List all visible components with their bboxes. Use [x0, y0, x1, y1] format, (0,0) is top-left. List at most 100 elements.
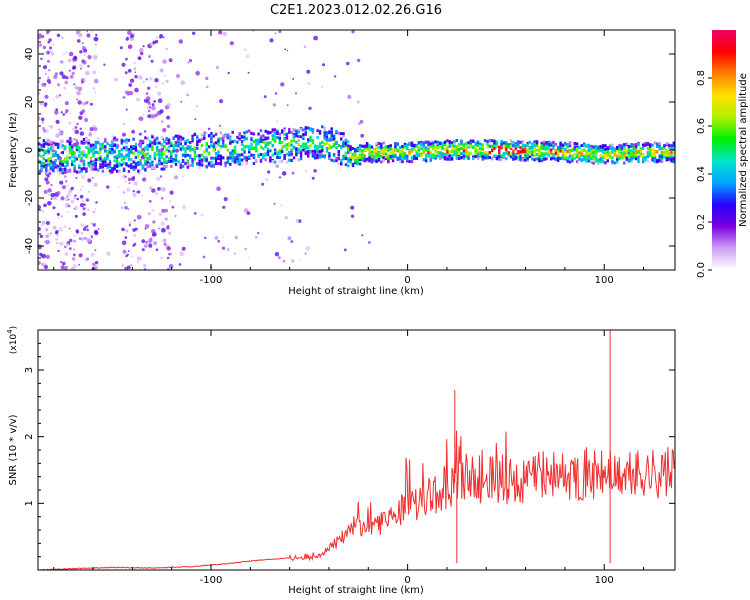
spectrogram-cell — [597, 160, 600, 164]
spectrogram-cell — [240, 158, 244, 162]
spectrogram-cell — [217, 139, 220, 143]
spectrogram-cell — [39, 234, 44, 239]
spectrogram-cell — [54, 153, 57, 157]
spectrogram-cell — [200, 161, 204, 164]
spectrogram-cell — [623, 153, 626, 157]
spectrogram-cell — [361, 234, 364, 237]
spectrogram-cell — [229, 136, 232, 140]
spectrogram-cell — [153, 100, 156, 103]
spectrogram-cell — [547, 154, 550, 157]
spectrogram-cell — [275, 164, 280, 169]
spectrogram-cell — [443, 153, 447, 156]
spectrogram-cell — [273, 152, 277, 156]
spectrogram-cell — [342, 144, 345, 148]
spectrogram-cell — [146, 157, 149, 161]
spectrogram-cell — [170, 164, 173, 168]
spectrogram-cell — [469, 152, 473, 156]
spectrogram-cell — [273, 131, 277, 135]
spectrogram-cell — [377, 154, 381, 158]
spectrogram-cell — [538, 155, 541, 159]
spectrogram-cell — [196, 136, 199, 140]
spectrogram-cell — [122, 132, 126, 137]
spectrogram-cell — [92, 177, 94, 179]
spectrogram-cell — [193, 157, 197, 161]
spectrogram-cell — [351, 156, 355, 160]
spectrogram-cell — [295, 134, 298, 138]
spectrogram-cell — [356, 100, 360, 104]
spectrogram-cell — [118, 186, 120, 188]
spectrogram-cell — [323, 137, 326, 141]
spectrogram-cell — [304, 142, 307, 146]
spectrogram-cell — [75, 139, 79, 143]
spectrogram-cell — [323, 132, 326, 136]
spectrogram-cell — [382, 141, 385, 145]
spectrogram-cell — [89, 168, 93, 172]
spectrogram-cell — [184, 140, 187, 144]
spectrogram-cell — [401, 149, 404, 153]
spectrogram-cell — [528, 155, 532, 159]
spectrogram-cell — [573, 142, 576, 145]
spectrogram-cell — [68, 69, 71, 72]
spectrogram-cell — [608, 155, 612, 159]
spectrogram-cell — [122, 139, 126, 143]
spectrogram-cell — [432, 156, 435, 160]
spectrogram-cell — [40, 143, 43, 147]
spectrogram-cell — [77, 86, 83, 92]
spectrogram-cell — [429, 142, 432, 146]
spectrogram-cell — [330, 134, 333, 138]
spectrogram-cell — [60, 196, 65, 201]
spectrogram-cell — [410, 160, 414, 164]
spectrogram-cell — [165, 141, 168, 145]
spectrogram-cell — [514, 156, 517, 160]
spectrogram-cell — [276, 135, 279, 139]
spectrogram-cell — [99, 150, 102, 154]
spectrogram-cell — [488, 151, 491, 155]
spectrogram-cell — [672, 141, 675, 145]
spectrogram-cell — [67, 58, 72, 63]
spectrogram-cell — [476, 140, 480, 144]
spectrogram-cell — [85, 70, 90, 76]
spectrogram-cell — [203, 158, 206, 162]
spectrogram-cell — [646, 141, 650, 145]
spectrogram-cell — [592, 151, 595, 155]
spectrogram-cell — [248, 148, 251, 151]
spectrogram-cell — [323, 135, 326, 138]
spectrogram-cell — [375, 149, 378, 153]
spectrogram-cell — [526, 158, 529, 162]
spectrogram-cell — [278, 138, 281, 142]
spectrogram-cell — [422, 143, 425, 147]
spectrogram-cell — [450, 154, 454, 158]
spectrogram-cell — [130, 166, 133, 170]
spectrogram-cell — [160, 167, 164, 171]
spectrogram-cell — [167, 145, 171, 149]
spectrogram-cell — [373, 159, 376, 163]
spectrogram-cell — [132, 190, 135, 193]
spectrogram-cell — [285, 132, 289, 136]
spectrogram-cell — [174, 148, 179, 153]
spectrogram-cell — [73, 156, 76, 160]
spectrogram-cell — [245, 130, 248, 134]
spectrogram-cell — [618, 148, 621, 151]
spectrogram-cell — [311, 138, 315, 142]
spectrogram-cell — [203, 131, 207, 135]
spectrogram-cell — [465, 142, 468, 146]
spectrogram-cell — [427, 151, 430, 155]
spectrogram-cell — [99, 155, 102, 159]
spectrogram-cell — [89, 102, 93, 106]
spectrogram-cell — [52, 43, 55, 46]
spectrogram-cell — [63, 225, 67, 228]
spectrogram-cell — [181, 175, 184, 178]
spectrogram-cell — [417, 141, 421, 145]
spectrogram-cell — [344, 155, 348, 159]
spectrogram-cell — [84, 117, 89, 123]
spectrogram-cell — [587, 148, 591, 152]
spectrogram-cell — [106, 152, 109, 156]
spectrogram-cell — [231, 155, 234, 158]
spectrogram-cell — [564, 156, 567, 160]
spectrogram-cell — [625, 148, 628, 152]
spectrogram-cell — [592, 161, 595, 165]
spectrogram-cell — [269, 156, 272, 160]
spectrogram-cell — [75, 157, 79, 161]
spectrogram-cell — [122, 96, 125, 99]
spectrogram-cell — [408, 160, 411, 164]
